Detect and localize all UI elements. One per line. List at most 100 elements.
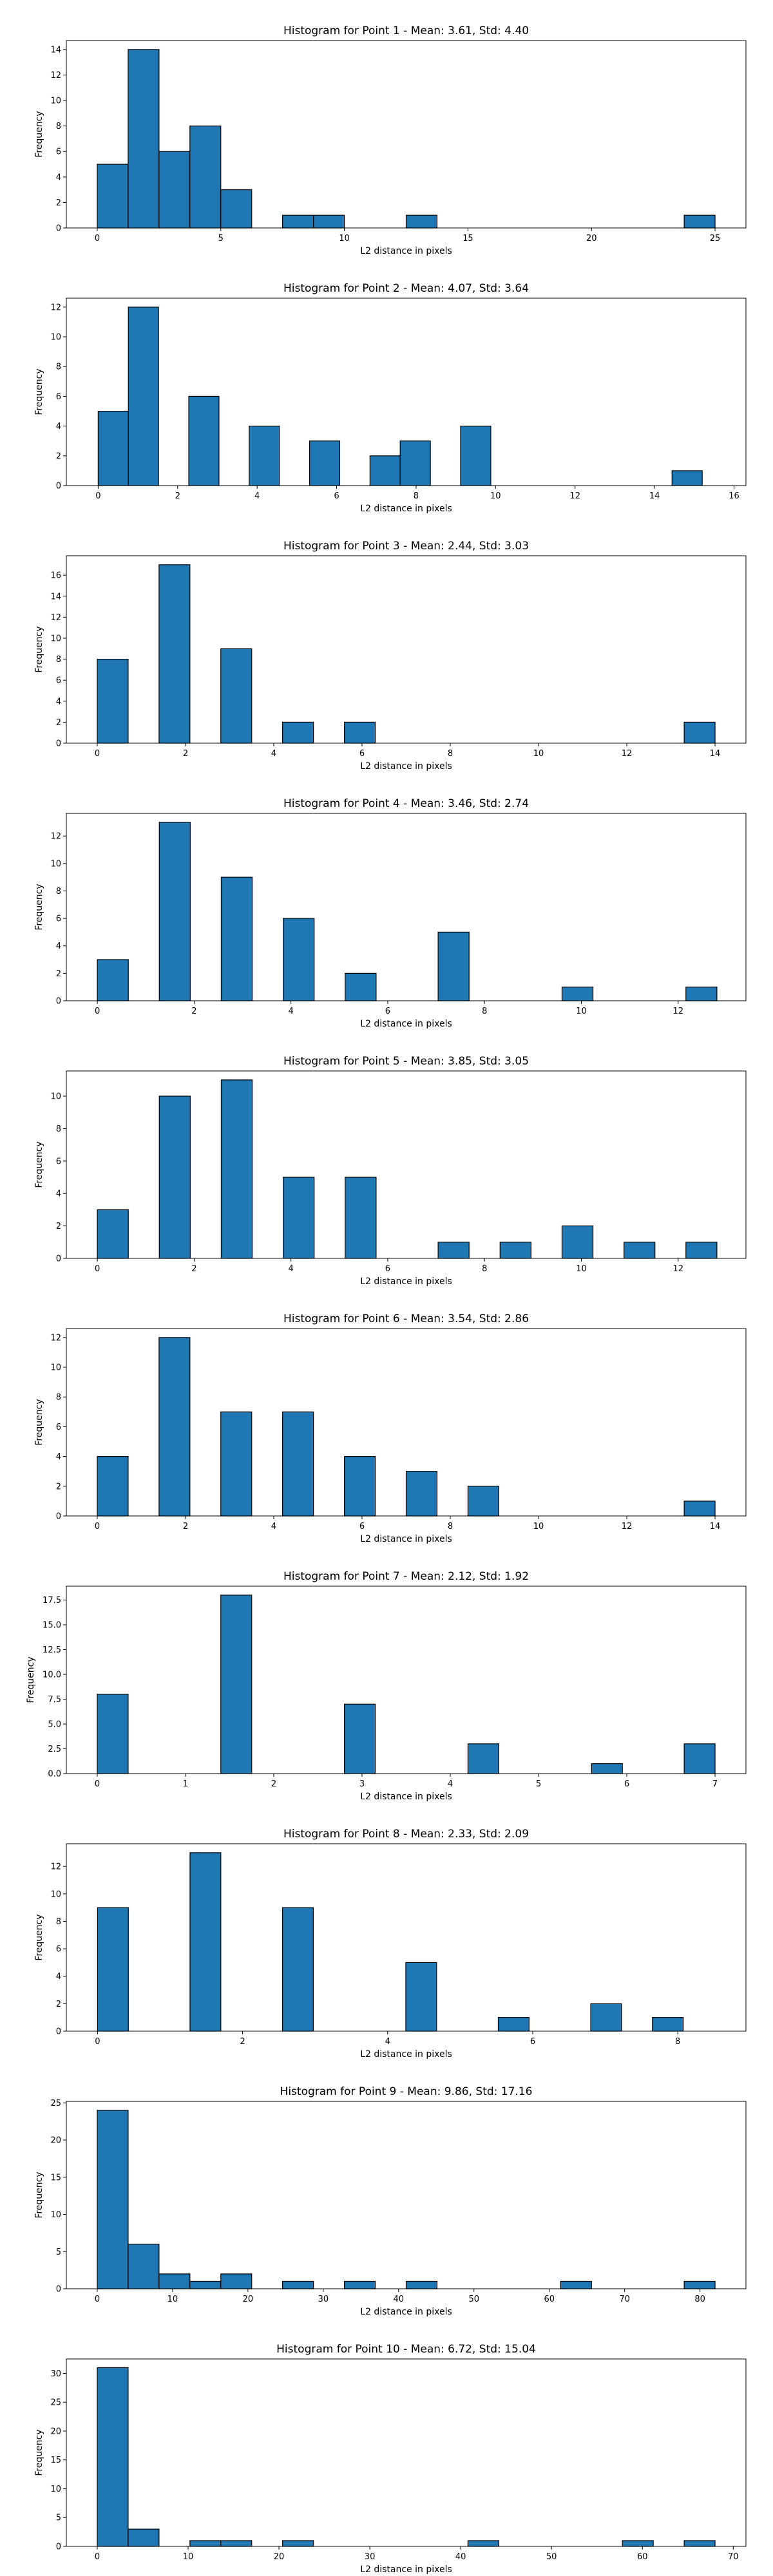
y-tick-label: 12	[50, 71, 61, 80]
x-tick-label: 4	[271, 749, 276, 759]
y-tick-label: 4	[56, 697, 61, 706]
y-tick-label: 7.5	[48, 1695, 61, 1705]
x-tick-label: 12	[673, 1007, 684, 1016]
x-tick-label: 6	[624, 1779, 629, 1789]
x-tick-label: 12	[622, 1522, 633, 1531]
histogram-bar	[399, 440, 431, 486]
y-tick-label: 10	[50, 2210, 61, 2220]
x-axis-label: L2 distance in pixels	[360, 2049, 452, 2060]
x-tick-label: 1	[183, 1779, 188, 1789]
y-tick-label: 0	[56, 2285, 61, 2295]
histogram-bar	[499, 1242, 531, 1259]
y-tick-label: 4	[56, 173, 61, 182]
histogram-bar	[652, 2017, 684, 2032]
histogram-panel-1: Histogram for Point 1 - Mean: 3.61, Std:…	[0, 0, 773, 258]
x-tick-label: 20	[274, 2552, 285, 2562]
x-axis-label: L2 distance in pixels	[360, 1019, 452, 1029]
histogram-svg-5: Histogram for Point 5 - Mean: 3.85, Std:…	[34, 1055, 747, 1287]
histogram-bar	[220, 648, 253, 744]
x-tick-label: 10	[339, 234, 350, 243]
histogram-bar	[128, 49, 160, 229]
chart-title: Histogram for Point 6 - Mean: 3.54, Std:…	[283, 1312, 529, 1325]
y-tick-label: 2	[56, 1482, 61, 1492]
histogram-bar	[189, 2280, 222, 2289]
y-tick-label: 2	[56, 1222, 61, 1231]
histogram-bar	[671, 470, 703, 486]
chart-title: Histogram for Point 4 - Mean: 3.46, Std:…	[283, 797, 529, 810]
x-tick-label: 12	[569, 491, 580, 501]
y-tick-label: 12	[50, 1333, 61, 1343]
histogram-bar	[97, 2367, 129, 2547]
histogram-bar	[158, 151, 191, 229]
y-tick-label: 6	[56, 147, 61, 157]
x-tick-label: 15	[463, 234, 473, 243]
y-tick-label: 2.5	[48, 1745, 61, 1754]
x-tick-label: 10	[576, 1007, 587, 1016]
x-axis-label: L2 distance in pixels	[360, 761, 452, 772]
histogram-bar	[97, 658, 129, 744]
y-tick-label: 14	[50, 45, 61, 55]
histogram-panel-7: Histogram for Point 7 - Mean: 2.12, Std:…	[0, 1546, 773, 1803]
chart-title: Histogram for Point 8 - Mean: 2.33, Std:…	[283, 1828, 529, 1841]
x-tick-label: 10	[533, 749, 544, 759]
histogram-svg-10: Histogram for Point 10 - Mean: 6.72, Std…	[34, 2343, 747, 2575]
y-tick-label: 6	[56, 1945, 61, 1955]
histogram-bar	[345, 1177, 377, 1259]
histogram-bar	[683, 721, 716, 744]
histogram-bar	[220, 1595, 253, 1774]
y-axis-label: Frequency	[34, 1399, 44, 1445]
histogram-bar	[188, 395, 220, 486]
histogram-bar	[220, 1411, 253, 1517]
histogram-bar	[282, 214, 314, 229]
y-tick-label: 12	[50, 303, 61, 312]
y-tick-label: 10	[50, 1889, 61, 1899]
x-tick-label: 0	[95, 1522, 100, 1531]
histogram-svg-9: Histogram for Point 9 - Mean: 9.86, Std:…	[34, 2085, 747, 2317]
x-tick-label: 2	[191, 1264, 196, 1274]
histogram-bar	[561, 1226, 594, 1259]
histogram-bar	[343, 721, 376, 744]
x-tick-label: 10	[183, 2552, 194, 2562]
histogram-bar	[343, 1456, 376, 1517]
x-axis-label: L2 distance in pixels	[360, 1792, 452, 1802]
x-tick-label: 10	[490, 491, 501, 501]
histogram-bar	[309, 440, 341, 486]
y-tick-label: 6	[56, 914, 61, 924]
y-tick-label: 10	[50, 2485, 61, 2494]
x-tick-label: 7	[712, 1779, 718, 1789]
histogram-svg-6: Histogram for Point 6 - Mean: 3.54, Std:…	[34, 1312, 747, 1544]
x-tick-label: 0	[95, 749, 100, 759]
y-tick-label: 10	[50, 333, 61, 343]
x-tick-label: 80	[694, 2295, 705, 2304]
y-tick-label: 0	[56, 224, 61, 234]
plot-frame	[66, 1070, 747, 1259]
histogram-bar	[467, 1486, 499, 1517]
y-tick-label: 4	[56, 1452, 61, 1462]
x-tick-label: 40	[455, 2552, 466, 2562]
x-tick-label: 4	[271, 1522, 276, 1531]
histogram-svg-2: Histogram for Point 2 - Mean: 4.07, Std:…	[34, 282, 747, 514]
histogram-bar	[158, 564, 191, 744]
x-axis-label: L2 distance in pixels	[360, 2307, 452, 2317]
histogram-bar	[282, 1907, 314, 2032]
plot-frame	[66, 813, 747, 1001]
x-tick-label: 8	[675, 2037, 680, 2047]
y-tick-label: 6	[56, 1423, 61, 1432]
histogram-svg-8: Histogram for Point 8 - Mean: 2.33, Std:…	[34, 1828, 747, 2060]
y-tick-label: 0	[56, 1255, 61, 1264]
y-tick-label: 8	[56, 655, 61, 665]
histogram-bar	[405, 1471, 438, 1517]
x-tick-label: 50	[546, 2552, 557, 2562]
histogram-bar	[97, 2110, 129, 2289]
y-tick-label: 15	[50, 2456, 61, 2465]
y-axis-label: Frequency	[34, 884, 44, 930]
histogram-bar	[249, 426, 280, 486]
histogram-bar	[437, 931, 470, 1001]
histogram-bar	[683, 1743, 716, 1774]
histogram-bar	[220, 189, 253, 229]
histogram-bar	[685, 1242, 718, 1259]
x-tick-label: 14	[710, 749, 721, 759]
histogram-bar	[128, 307, 159, 486]
y-tick-label: 10	[50, 1092, 61, 1102]
